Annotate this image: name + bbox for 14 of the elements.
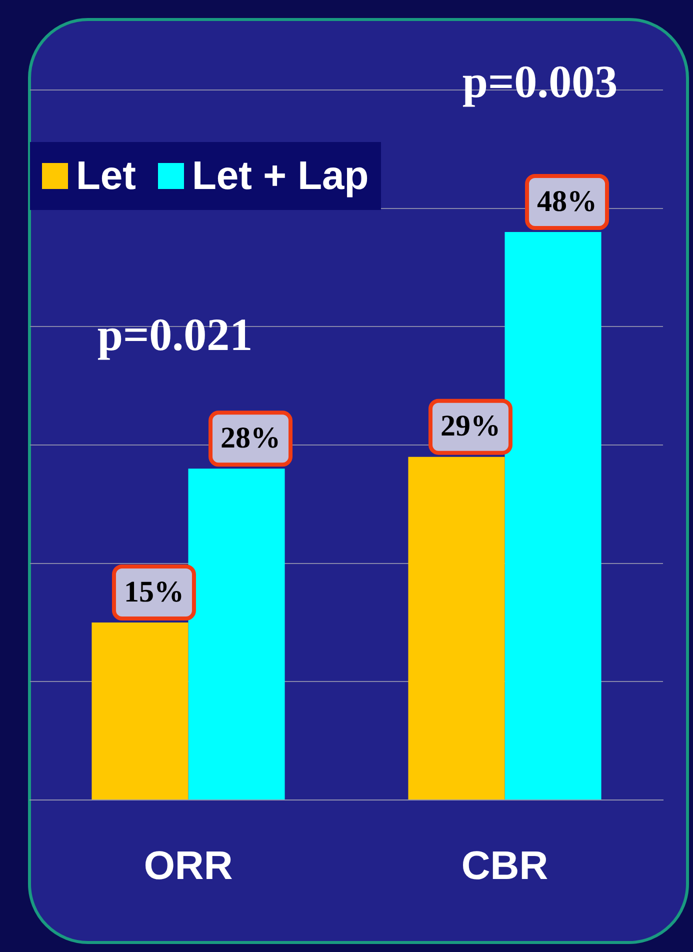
x-tick-label: CBR <box>461 844 548 888</box>
annotation: p=0.021 <box>97 308 253 360</box>
data-label: 15% <box>124 575 184 608</box>
legend-label: Let + Lap <box>192 154 369 198</box>
bar <box>408 456 505 800</box>
bar <box>188 468 285 800</box>
bar <box>504 232 602 800</box>
data-label: 48% <box>537 184 598 218</box>
legend-label: Let <box>76 154 136 198</box>
annotation: p=0.003 <box>462 56 618 107</box>
x-tick-label: ORR <box>144 844 233 888</box>
bar <box>92 622 188 800</box>
data-label: 28% <box>220 421 281 454</box>
data-label: 29% <box>440 410 500 443</box>
